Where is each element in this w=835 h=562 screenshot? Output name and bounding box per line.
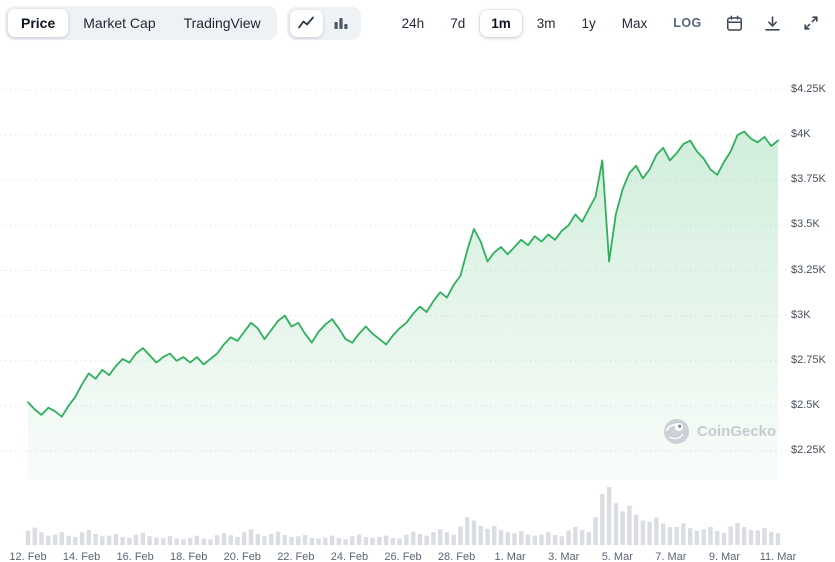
x-axis-label: 5. Mar [601,551,633,562]
line-chart-icon [298,16,315,29]
volume-bars [25,487,781,545]
tab-market-cap[interactable]: Market Cap [70,9,168,37]
price-area [28,131,778,480]
expand-icon [803,16,818,30]
coingecko-watermark: CoinGecko [663,418,776,445]
x-axis-label: 1. Mar [494,551,526,562]
y-axis-label: $3.5K [791,218,820,231]
x-axis: 12. Feb 14. Feb 16. Feb 18. Feb 20. Feb 22. F… [0,551,835,562]
calendar-icon [727,14,742,31]
y-axis: $4.25K $4K $3.75K $3.5K $3.25K $3K $2.75K $2.5K… [791,46,835,562]
y-axis-label: $3.25K [791,263,826,276]
y-axis-label: $2.5K [791,398,820,411]
range-1y[interactable]: 1y [571,10,607,37]
bar-chart-icon [334,18,348,29]
x-axis-label: 24. Feb [330,551,369,562]
range-24h[interactable]: 24h [391,10,436,37]
x-axis-label: 7. Mar [655,551,687,562]
tab-tradingview[interactable]: TradingView [171,9,274,37]
range-1m[interactable]: 1m [480,9,522,37]
x-axis-label: 12. Feb [9,551,47,562]
x-axis-label: 26. Feb [384,551,422,562]
date-range-button[interactable] [720,9,749,38]
y-axis-label: $4.25K [791,83,826,95]
download-chart-button[interactable] [758,9,787,38]
range-max[interactable]: Max [611,10,659,37]
y-axis-label: $3.75K [791,173,826,186]
x-axis-label: 9. Mar [708,551,741,562]
time-range-selector: 24h 7d 1m 3m 1y Max LOG [391,9,713,37]
range-3m[interactable]: 3m [526,10,567,37]
price-chart[interactable]: CoinGecko $4.25K $4K $3.75K $3.5K $3.25K $3K $… [0,46,835,562]
x-axis-label: 11. Mar [759,551,797,562]
fullscreen-button[interactable] [796,9,825,38]
y-axis-label: $3K [791,308,811,321]
coingecko-logo-icon [664,419,689,444]
plot-area[interactable] [0,46,835,562]
tab-price[interactable]: Price [8,9,69,37]
y-axis-label: $2.75K [791,353,826,366]
price-chart-svg[interactable] [0,46,835,562]
watermark-label: CoinGecko [697,423,777,440]
x-axis-label: 3. Mar [548,551,580,562]
download-icon [765,15,780,31]
log-scale-button[interactable]: LOG [662,10,712,36]
x-axis-label: 28. Feb [437,551,476,562]
chart-toolbar: Price Market Cap TradingView 24h 7d 1m 3… [0,0,835,46]
bar-chart-type-button[interactable] [325,10,358,37]
chart-mode-tabs: Price Market Cap TradingView [5,6,277,40]
x-axis-label: 22. Feb [277,551,315,562]
y-axis-label: $2.25K [791,444,826,456]
chart-type-toggle [286,6,361,40]
range-7d[interactable]: 7d [439,10,476,37]
chart-actions [720,9,827,38]
price-line [27,130,779,418]
x-axis-label: 14. Feb [62,551,101,562]
x-axis-label: 16. Feb [116,551,154,562]
x-axis-label: 20. Feb [223,551,261,562]
x-axis-label: 18. Feb [170,551,208,562]
y-axis-label: $4K [791,128,811,141]
line-chart-type-button[interactable] [289,9,323,37]
